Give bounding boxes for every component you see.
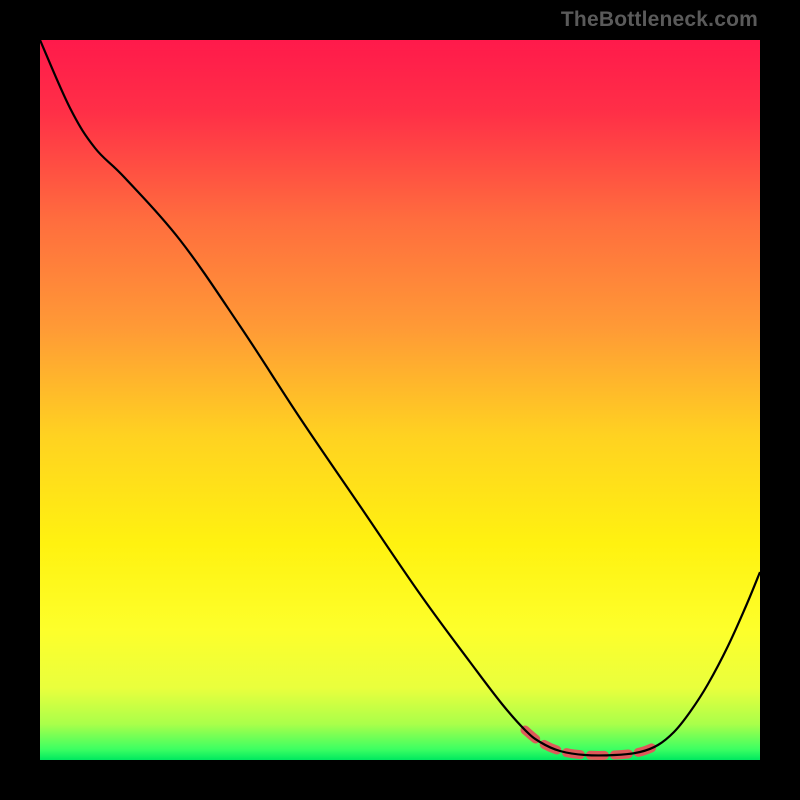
bottleneck-curve (40, 40, 760, 755)
plot-area (40, 40, 760, 760)
curve-overlay (40, 40, 760, 760)
watermark-text: TheBottleneck.com (561, 8, 758, 32)
